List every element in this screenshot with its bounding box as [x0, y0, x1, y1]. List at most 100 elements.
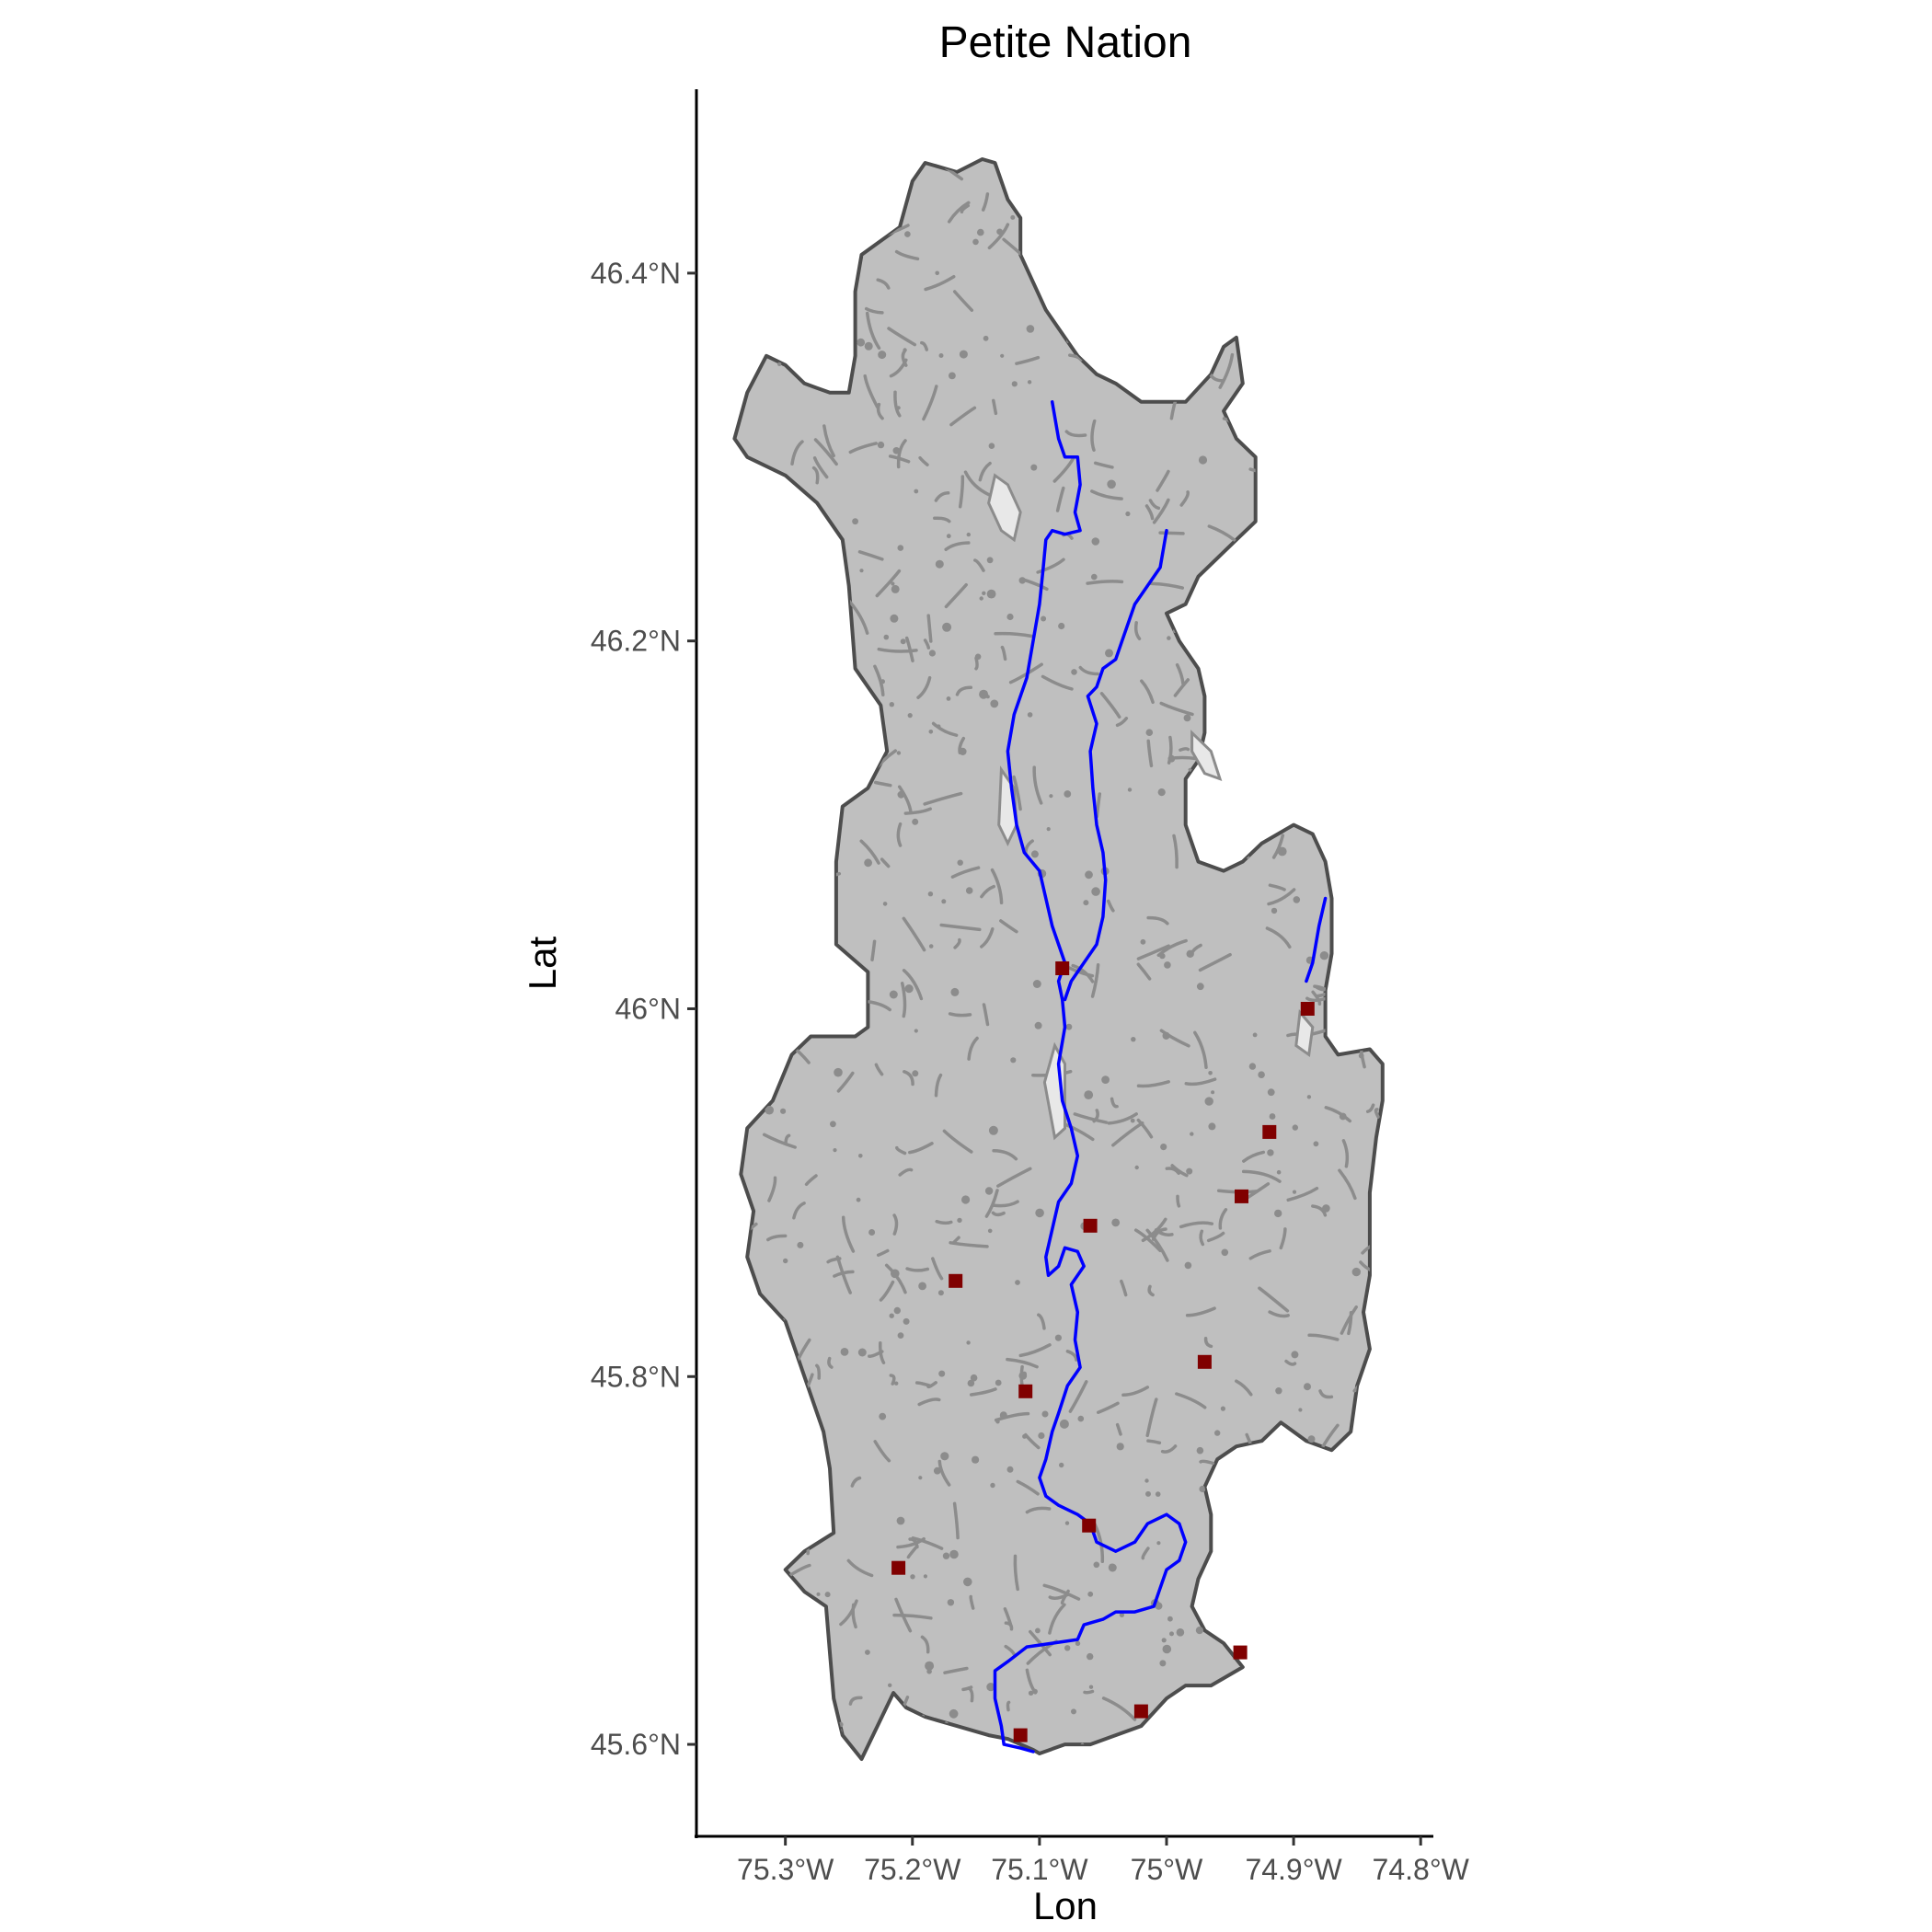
stream-segment [734, 1390, 742, 1402]
stream-segment [781, 1334, 791, 1363]
stream-segment [777, 882, 783, 903]
x-tick-label: 74.8°W [1373, 1853, 1470, 1886]
small-lake [1128, 1756, 1136, 1759]
stream-segment [1202, 832, 1230, 855]
stream-segment [1207, 524, 1236, 542]
stream-segment [775, 943, 781, 968]
stream-segment [721, 1392, 722, 1406]
small-lake [972, 1455, 980, 1464]
small-lake [928, 944, 934, 949]
stream-segment [1307, 231, 1330, 255]
small-lake [1186, 1167, 1193, 1175]
stream-segment [1318, 1389, 1334, 1399]
stream-segment [944, 582, 968, 609]
stream-segment [773, 650, 791, 675]
stream-segment [934, 1073, 943, 1098]
station-marker [1083, 1218, 1098, 1233]
small-lake [1267, 1088, 1275, 1097]
small-lake [1259, 286, 1267, 294]
stream-segment [734, 500, 745, 534]
small-lake [1359, 831, 1367, 838]
small-lake [765, 277, 774, 286]
stream-segment [1013, 1554, 1019, 1592]
stream-segment [1107, 1112, 1138, 1125]
small-lake [758, 146, 764, 152]
stream-segment [994, 631, 1034, 638]
stream-segment [735, 617, 747, 640]
stream-segment [1055, 486, 1065, 512]
stream-segment [1070, 201, 1096, 216]
small-lake [868, 1229, 876, 1236]
small-lake [979, 596, 983, 601]
stream-segment [1387, 1358, 1404, 1385]
small-lake [1006, 613, 1014, 621]
small-lake [722, 522, 727, 526]
stream-segment [1370, 1484, 1383, 1504]
small-lake [857, 1348, 867, 1357]
small-lake [935, 559, 944, 569]
stream-segment [875, 569, 902, 598]
stream-segment [1000, 645, 1007, 661]
stream-segment [734, 1736, 763, 1759]
small-lake [1167, 636, 1171, 640]
stream-segment [949, 406, 977, 427]
small-lake [1091, 887, 1100, 896]
stream-segment [1071, 963, 1095, 983]
small-lake [928, 730, 934, 734]
small-lake [1077, 1415, 1085, 1422]
stream-segment [841, 180, 852, 201]
small-lake [963, 1577, 972, 1587]
stream-segment [1025, 1506, 1052, 1514]
stream-segment [1286, 1578, 1309, 1591]
small-lake [1380, 1012, 1383, 1021]
small-lake [1302, 765, 1309, 773]
stream-segment [1064, 430, 1087, 438]
small-lake [970, 1374, 978, 1382]
small-lake [1015, 1280, 1020, 1285]
small-lake [964, 159, 971, 162]
stream-segment [1185, 1716, 1193, 1758]
stream-segment [1367, 696, 1383, 729]
stream-segment [811, 466, 820, 485]
small-lake [938, 353, 944, 358]
small-lake [797, 1241, 804, 1248]
stream-segment [1144, 504, 1155, 521]
lake [1190, 730, 1223, 782]
stream-segment [895, 1145, 907, 1156]
small-lake [1347, 631, 1355, 639]
stream-segment [889, 1374, 896, 1386]
small-lake [982, 591, 986, 595]
small-lake [1274, 1209, 1282, 1218]
stream-segment [1366, 609, 1383, 620]
stream-segment [1316, 1685, 1329, 1710]
stream-segment [1208, 804, 1226, 844]
stream-segment [1349, 783, 1361, 796]
stream-segment [1324, 1106, 1352, 1123]
small-lake [1301, 1694, 1309, 1702]
y-axis-title: Lat [521, 936, 564, 990]
stream-segment [1308, 757, 1328, 772]
stream-segment [991, 1211, 1006, 1217]
stream-segment [1218, 1208, 1228, 1230]
stream-segment [952, 1501, 960, 1540]
stream-segment [1347, 323, 1353, 341]
stream-segment [1243, 1764, 1252, 1765]
stream-segment [734, 1604, 742, 1639]
small-lake [1169, 1631, 1174, 1637]
stream-segment [779, 478, 788, 500]
stream-segment [996, 1167, 1032, 1188]
small-lake [1317, 432, 1324, 438]
stream-segment [790, 440, 804, 466]
small-lake [1230, 204, 1236, 210]
stream-segment [1152, 190, 1172, 220]
small-lake [843, 700, 850, 708]
station-marker [1300, 1002, 1315, 1016]
small-lake [1006, 1466, 1014, 1473]
stream-segment [1298, 246, 1323, 270]
stream-segment [752, 891, 761, 914]
small-lake [1281, 224, 1288, 232]
stream-segment [1355, 606, 1370, 623]
stream-segment [1004, 1621, 1014, 1631]
small-lake [765, 685, 770, 691]
stream-segment [1093, 1522, 1105, 1564]
